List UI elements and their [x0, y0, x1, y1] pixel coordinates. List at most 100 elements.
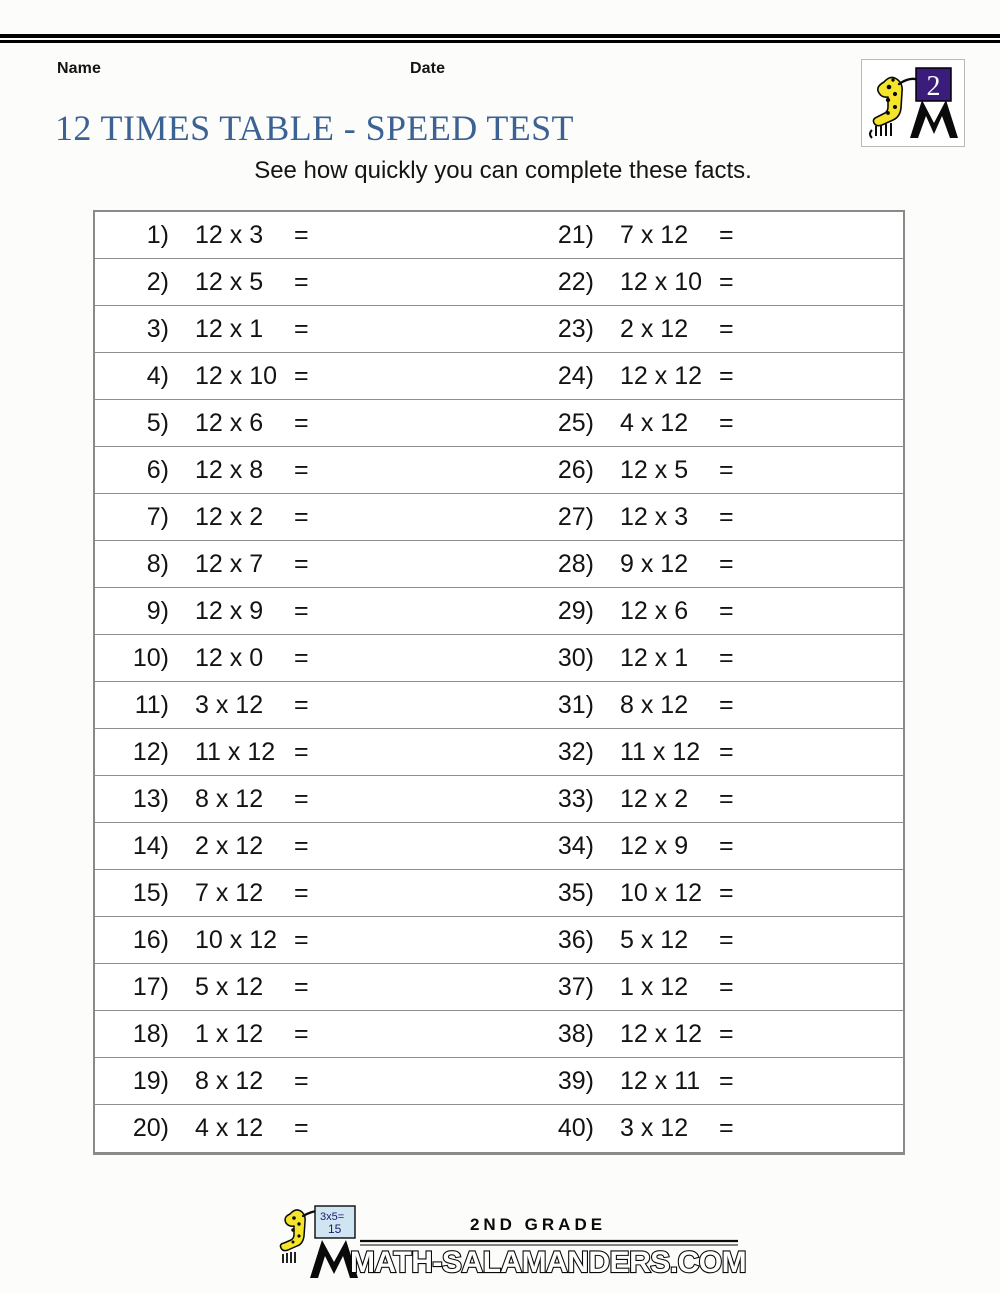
question-cell: 23) 2 x 12 =	[499, 306, 903, 352]
question-number: 13)	[132, 784, 169, 813]
question-number: 11)	[134, 690, 169, 719]
rule-bar-lower	[0, 40, 1000, 43]
question-cell: 35) 10 x 12 =	[499, 870, 903, 916]
question-number: 29)	[557, 596, 594, 625]
question-cell: 18) 1 x 12 =	[95, 1011, 499, 1057]
question-expression: 12 x 2	[620, 784, 689, 813]
question-expression: 3 x 12	[620, 1114, 689, 1142]
table-row: 10) 12 x 0 = 30) 12 x 1 =	[95, 635, 903, 682]
table-row: 14) 2 x 12 = 34) 12 x 9 =	[95, 823, 903, 870]
question-cell: 40) 3 x 12 =	[499, 1105, 903, 1152]
question-number: 5)	[146, 408, 169, 437]
equals-sign: =	[294, 361, 309, 390]
question-expression: 12 x 10	[195, 361, 278, 390]
question-cell: 22) 12 x 10 =	[499, 259, 903, 305]
table-row: 9) 12 x 9 = 29) 12 x 6 =	[95, 588, 903, 635]
question-number: 30)	[557, 643, 594, 672]
table-row: 13) 8 x 12 = 33) 12 x 2 =	[95, 776, 903, 823]
question-cell: 6) 12 x 8 =	[95, 447, 499, 493]
equals-sign: =	[294, 267, 309, 296]
question-expression: 12 x 2	[195, 502, 264, 531]
question-expression: 12 x 6	[620, 596, 689, 625]
table-row: 1) 12 x 3 = 21) 7 x 12 =	[95, 212, 903, 259]
question-cell: 2) 12 x 5 =	[95, 259, 499, 305]
question-cell: 33) 12 x 2 =	[499, 776, 903, 822]
table-row: 3) 12 x 1 = 23) 2 x 12 =	[95, 306, 903, 353]
question-cell: 12) 11 x 12 =	[95, 729, 499, 775]
name-label: Name	[57, 60, 101, 77]
question-number: 4)	[146, 361, 169, 390]
equals-sign: =	[719, 643, 734, 672]
question-cell: 36) 5 x 12 =	[499, 917, 903, 963]
question-cell: 13) 8 x 12 =	[95, 776, 499, 822]
question-number: 15)	[132, 878, 169, 907]
equals-sign: =	[294, 737, 309, 766]
question-cell: 20) 4 x 12 =	[95, 1105, 499, 1152]
question-cell: 14) 2 x 12 =	[95, 823, 499, 869]
math-salamanders-logo: 3x5= 15 2ND GRADE MATH-SALAMANDERS.COM	[279, 1205, 746, 1280]
worksheet-table: 1) 12 x 3 = 21) 7 x 12 = 2) 12 x 5 = 22) 12 x 10 = 3…	[93, 210, 905, 1155]
footer-board-line2: 15	[328, 1222, 342, 1236]
question-expression: 12 x 1	[195, 314, 264, 343]
question-number: 25)	[557, 408, 594, 437]
question-cell: 7) 12 x 2 =	[95, 494, 499, 540]
equals-sign: =	[294, 408, 309, 437]
question-cell: 8) 12 x 7 =	[95, 541, 499, 587]
equals-sign: =	[294, 1114, 309, 1142]
equals-sign: =	[294, 596, 309, 625]
question-number: 17)	[132, 972, 169, 1001]
question-number: 27)	[557, 502, 594, 531]
question-expression: 8 x 12	[195, 784, 264, 813]
question-number: 16)	[132, 925, 169, 954]
question-expression: 8 x 12	[195, 1066, 264, 1095]
question-expression: 10 x 12	[620, 878, 703, 907]
table-row: 2) 12 x 5 = 22) 12 x 10 =	[95, 259, 903, 306]
question-expression: 4 x 12	[620, 408, 689, 437]
page-top-rule	[0, 34, 1000, 46]
question-number: 28)	[557, 549, 594, 578]
question-number: 34)	[557, 831, 594, 860]
equals-sign: =	[719, 972, 734, 1001]
footer-board-line1: 3x5=	[320, 1211, 344, 1223]
question-cell: 11) 3 x 12 =	[95, 682, 499, 728]
question-number: 38)	[557, 1019, 594, 1048]
equals-sign: =	[294, 643, 309, 672]
question-expression: 12 x 12	[620, 1019, 703, 1048]
question-expression: 12 x 11	[620, 1066, 701, 1095]
question-number: 6)	[146, 455, 169, 484]
question-expression: 7 x 12	[620, 220, 689, 249]
question-cell: 37) 1 x 12 =	[499, 964, 903, 1010]
table-row: 5) 12 x 6 = 25) 4 x 12 =	[95, 400, 903, 447]
question-cell: 27) 12 x 3 =	[499, 494, 903, 540]
question-cell: 31) 8 x 12 =	[499, 682, 903, 728]
question-number: 26)	[557, 455, 594, 484]
page-title: 12 TIMES TABLE - SPEED TEST	[55, 108, 574, 148]
equals-sign: =	[719, 596, 734, 625]
table-row: 16) 10 x 12 = 36) 5 x 12 =	[95, 917, 903, 964]
salamander-chalkboard-icon: 2	[869, 67, 958, 139]
equals-sign: =	[719, 831, 734, 860]
table-row: 4) 12 x 10 = 24) 12 x 12 =	[95, 353, 903, 400]
question-number: 7)	[146, 502, 169, 531]
question-expression: 9 x 12	[620, 549, 689, 578]
question-number: 22)	[557, 267, 594, 296]
table-row: 20) 4 x 12 = 40) 3 x 12 =	[95, 1105, 903, 1152]
question-expression: 12 x 3	[620, 502, 689, 531]
question-number: 33)	[557, 784, 594, 813]
question-number: 21)	[557, 220, 594, 249]
question-cell: 25) 4 x 12 =	[499, 400, 903, 446]
equals-sign: =	[719, 690, 734, 719]
question-number: 8)	[146, 549, 169, 578]
equals-sign: =	[719, 1066, 734, 1095]
equals-sign: =	[719, 549, 734, 578]
equals-sign: =	[294, 1066, 309, 1095]
question-number: 37)	[557, 972, 594, 1001]
question-cell: 29) 12 x 6 =	[499, 588, 903, 634]
question-expression: 2 x 12	[195, 831, 264, 860]
equals-sign: =	[294, 690, 309, 719]
question-cell: 34) 12 x 9 =	[499, 823, 903, 869]
equals-sign: =	[294, 784, 309, 813]
question-number: 14)	[132, 831, 169, 860]
table-row: 18) 1 x 12 = 38) 12 x 12 =	[95, 1011, 903, 1058]
question-cell: 5) 12 x 6 =	[95, 400, 499, 446]
